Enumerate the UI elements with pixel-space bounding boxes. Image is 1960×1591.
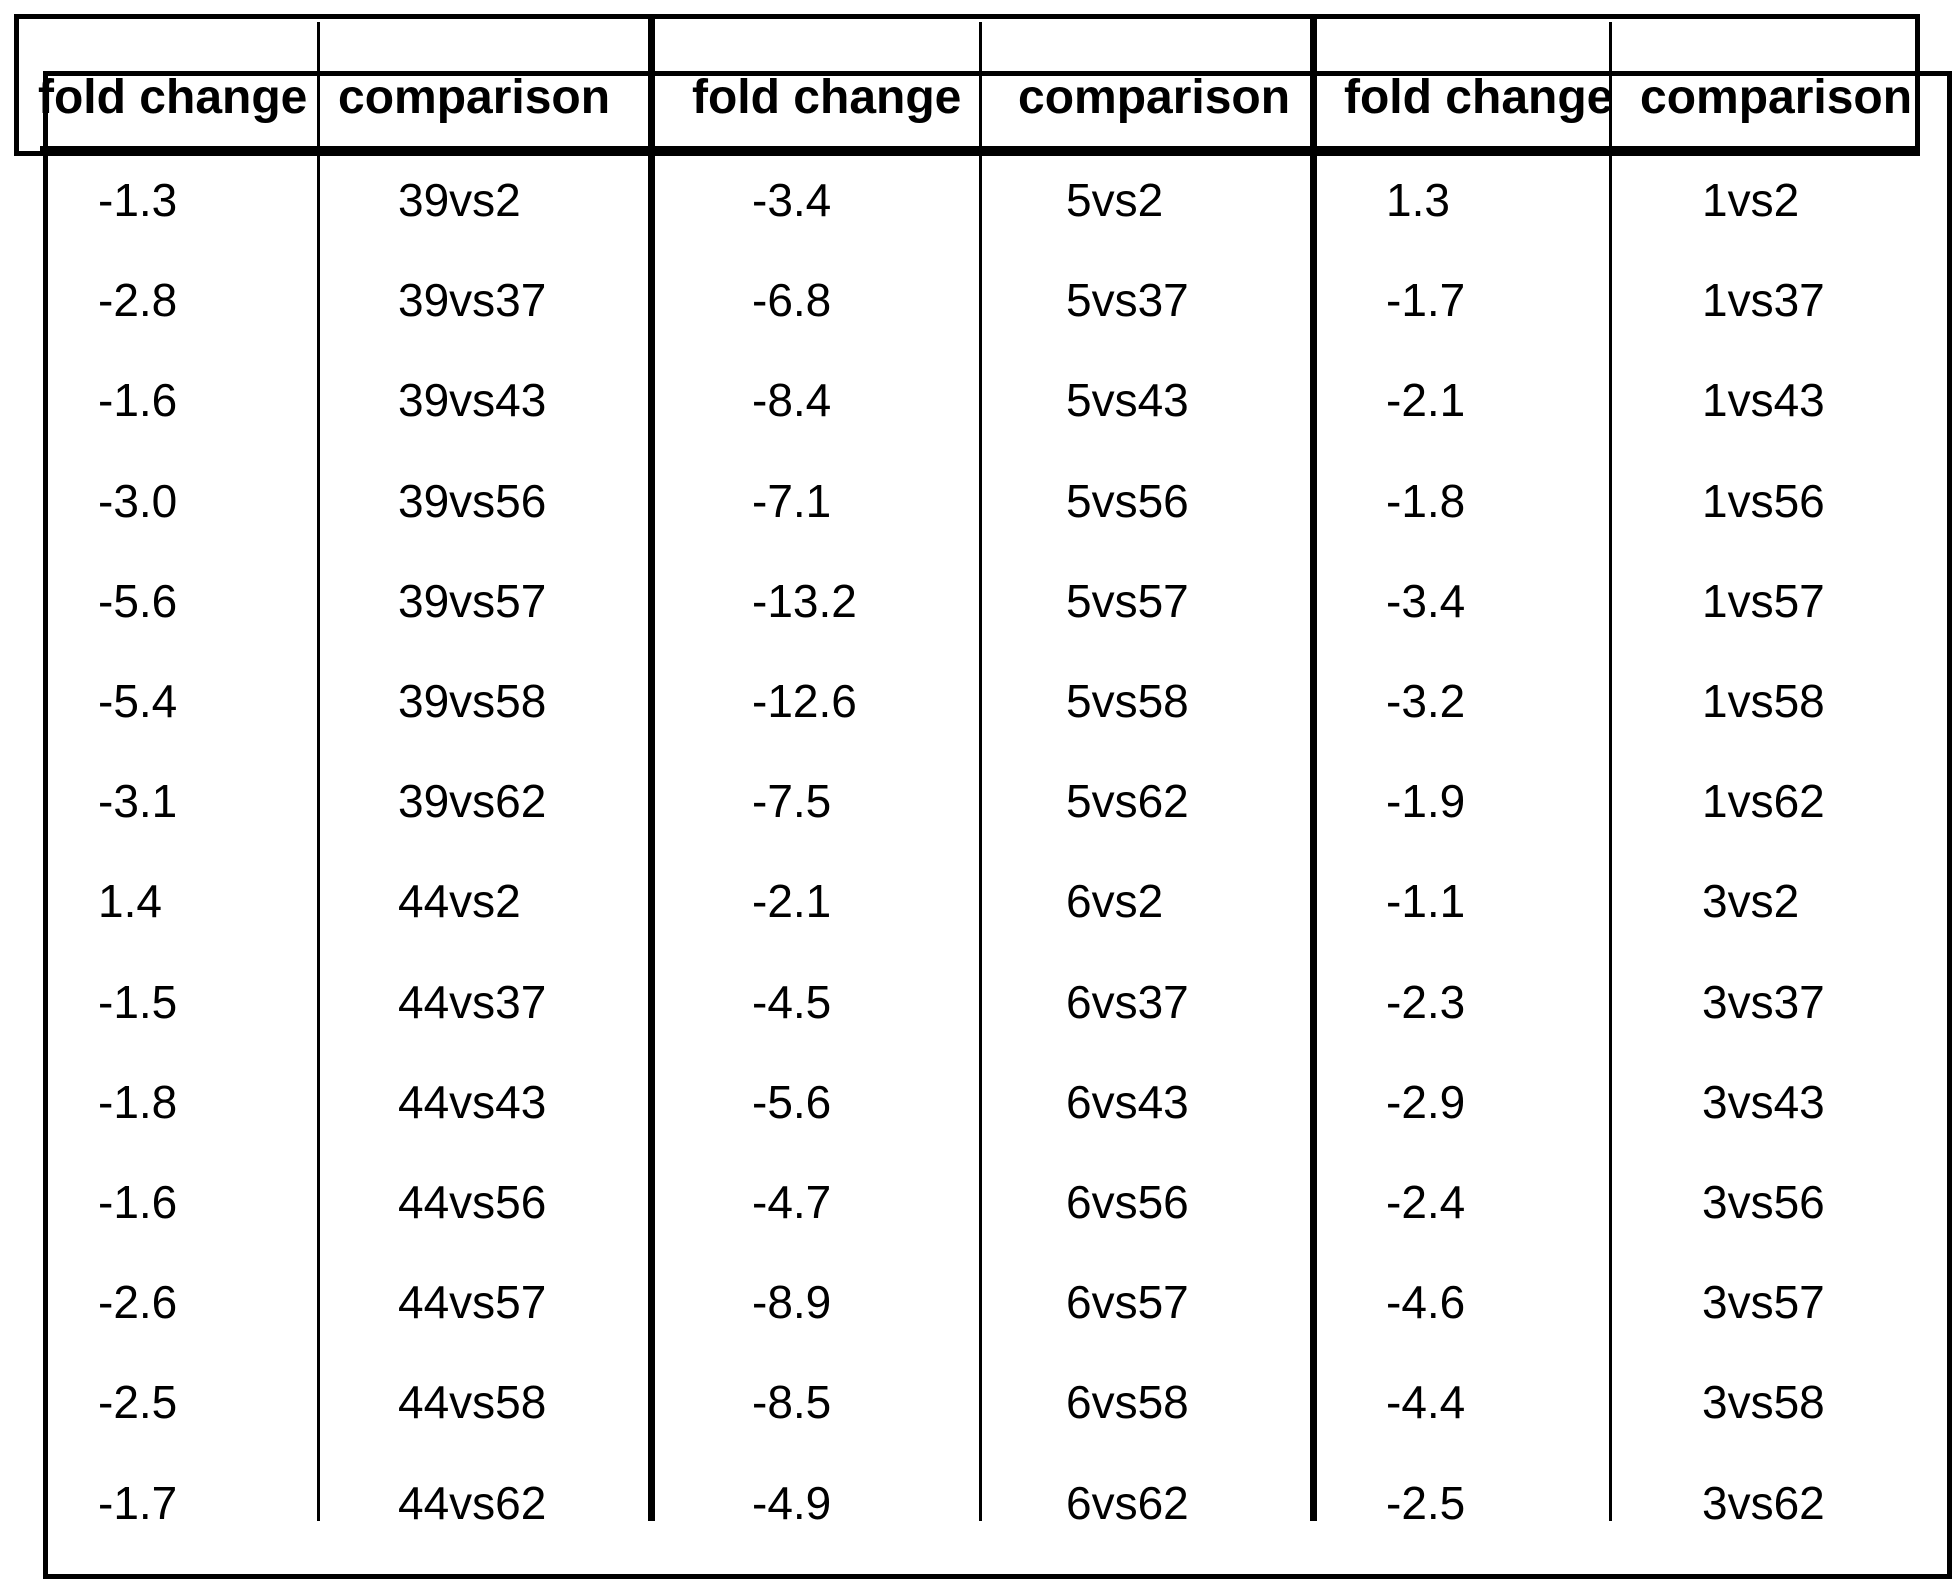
comparison-cell: 3vs2 (1702, 875, 1800, 928)
comparison-cell: 1vs57 (1702, 574, 1825, 627)
comparison-cell: 6vs58 (1066, 1376, 1189, 1429)
column-header-comparison: comparison (338, 71, 611, 124)
column-divider-1 (317, 22, 320, 1521)
fold-change-cell: -1.7 (1386, 274, 1466, 327)
fold-change-cell: -13.2 (752, 574, 857, 627)
comparison-cell: 39vs37 (398, 274, 547, 327)
fold-change-cell: -7.5 (752, 775, 832, 828)
fold-change-cell: -5.6 (98, 574, 178, 627)
fold-change-cell: -1.9 (1386, 775, 1466, 828)
fold-change-cell: -2.3 (1386, 975, 1466, 1028)
column-header-comparison: comparison (1640, 71, 1913, 124)
comparison-cell: 6vs43 (1066, 1075, 1189, 1128)
comparison-cell: 44vs56 (398, 1176, 547, 1228)
fold-change-cell: -3.2 (1386, 675, 1466, 727)
comparison-cell: 5vs56 (1066, 474, 1189, 527)
comparison-cell: 3vs58 (1702, 1376, 1825, 1429)
fold-change-cell: -12.6 (752, 675, 857, 727)
fold-change-cell: -3.0 (98, 474, 178, 527)
fold-change-cell: -3.4 (752, 174, 832, 226)
table-frame (43, 71, 1952, 1579)
fold-change-cell: -7.1 (752, 474, 832, 527)
comparison-cell: 6vs56 (1066, 1176, 1189, 1228)
header-frame (14, 14, 1920, 156)
fold-change-cell: -4.4 (1386, 1376, 1466, 1429)
comparison-cell: 6vs57 (1066, 1276, 1189, 1329)
fold-change-cell: -2.5 (1386, 1476, 1466, 1529)
comparison-cell: 44vs57 (398, 1276, 547, 1329)
fold-change-cell: -2.8 (98, 274, 178, 327)
comparison-cell: 5vs2 (1066, 174, 1164, 226)
comparison-cell: 39vs62 (398, 775, 547, 828)
fold-change-cell: -6.8 (752, 274, 832, 327)
group-divider-1 (648, 16, 655, 1521)
fold-change-cell: -4.6 (1386, 1276, 1466, 1329)
column-header-fold-change: fold change (692, 71, 962, 124)
fold-change-cell: 1.4 (98, 875, 162, 928)
comparison-cell: 39vs57 (398, 574, 547, 627)
comparison-cell: 39vs56 (398, 474, 547, 527)
comparison-cell: 44vs62 (398, 1476, 547, 1529)
comparison-cell: 6vs62 (1066, 1476, 1189, 1529)
column-header-fold-change: fold change (1344, 71, 1614, 124)
comparison-cell: 5vs58 (1066, 675, 1189, 727)
fold-change-cell: -3.1 (98, 775, 178, 828)
fold-change-cell: -1.5 (98, 975, 178, 1028)
fold-change-cell: -2.9 (1386, 1075, 1466, 1128)
column-divider-2 (979, 22, 982, 1521)
comparison-cell: 44vs58 (398, 1376, 547, 1429)
comparison-cell: 3vs56 (1702, 1176, 1825, 1228)
fold-change-cell: -5.6 (752, 1075, 832, 1128)
fold-change-cell: -5.4 (98, 675, 178, 727)
comparison-cell: 1vs62 (1702, 775, 1825, 828)
fold-change-cell: -1.8 (98, 1075, 178, 1128)
fold-change-cell: -2.1 (1386, 374, 1466, 427)
fold-change-cell: -2.5 (98, 1376, 178, 1429)
column-divider-3 (1609, 22, 1612, 1521)
column-header-comparison: comparison (1018, 71, 1291, 124)
fold-change-cell: -1.6 (98, 374, 178, 427)
comparison-cell: 1vs58 (1702, 675, 1825, 727)
comparison-cell: 5vs43 (1066, 374, 1189, 427)
fold-change-cell: -2.6 (98, 1276, 178, 1329)
fold-change-cell: -1.3 (98, 174, 178, 226)
fold-change-cell: 1.3 (1386, 174, 1450, 226)
comparison-cell: 3vs37 (1702, 975, 1825, 1028)
fold-change-cell: -1.6 (98, 1176, 178, 1228)
fold-change-cell: -4.5 (752, 975, 832, 1028)
fold-change-cell: -8.4 (752, 374, 832, 427)
comparison-cell: 6vs37 (1066, 975, 1189, 1028)
fold-change-cell: -8.9 (752, 1276, 832, 1329)
comparison-cell: 1vs43 (1702, 374, 1825, 427)
comparison-cell: 39vs58 (398, 675, 547, 727)
comparison-cell: 44vs37 (398, 975, 547, 1028)
header-rule (40, 146, 1920, 151)
fold-change-cell: -4.7 (752, 1176, 832, 1228)
comparison-cell: 3vs43 (1702, 1075, 1825, 1128)
comparison-cell: 3vs62 (1702, 1476, 1825, 1529)
fold-change-cell: -1.1 (1386, 875, 1466, 928)
comparison-cell: 6vs2 (1066, 875, 1164, 928)
fold-change-cell: -2.1 (752, 875, 832, 928)
fold-change-cell: -3.4 (1386, 574, 1466, 627)
comparison-cell: 1vs2 (1702, 174, 1800, 226)
comparison-cell: 1vs56 (1702, 474, 1825, 527)
comparison-cell: 5vs62 (1066, 775, 1189, 828)
comparison-cell: 3vs57 (1702, 1276, 1825, 1329)
comparison-cell: 39vs43 (398, 374, 547, 427)
comparison-cell: 44vs2 (398, 875, 521, 928)
comparison-cell: 1vs37 (1702, 274, 1825, 327)
column-header-fold-change: fold change (38, 71, 308, 124)
fold-change-cell: -1.8 (1386, 474, 1466, 527)
fold-change-cell: -2.4 (1386, 1176, 1466, 1228)
group-divider-2 (1310, 16, 1317, 1521)
fold-change-cell: -4.9 (752, 1476, 832, 1529)
comparison-cell: 39vs2 (398, 174, 521, 226)
fold-change-cell: -1.7 (98, 1476, 178, 1529)
fold-change-cell: -8.5 (752, 1376, 832, 1429)
comparison-cell: 5vs37 (1066, 274, 1189, 327)
comparison-cell: 44vs43 (398, 1075, 547, 1128)
comparison-cell: 5vs57 (1066, 574, 1189, 627)
